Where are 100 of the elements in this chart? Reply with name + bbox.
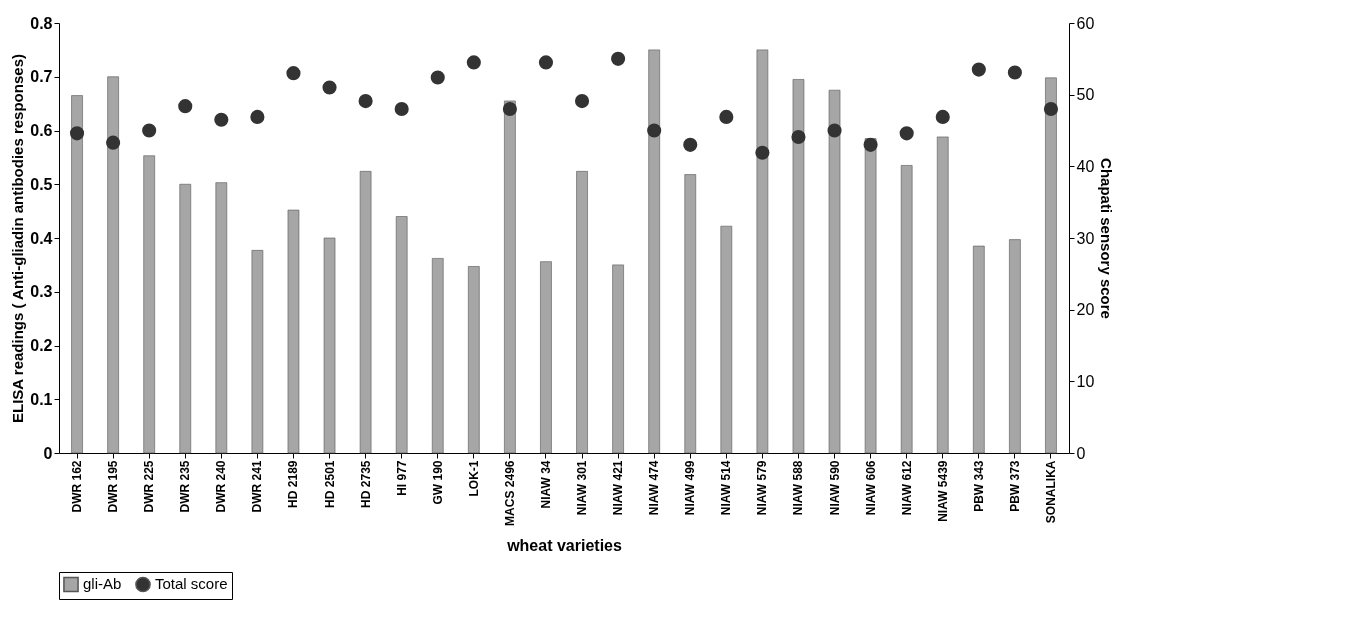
bar [576,171,588,454]
y2-tick-label: 50 [1076,86,1095,104]
x-tick-label: PBW 373 [1007,460,1022,512]
bar [1009,239,1021,454]
point [106,135,121,150]
bar [359,171,372,454]
y2-tick-label: 0 [1076,444,1086,462]
y2-tick-label: 60 [1076,14,1095,32]
point [611,51,626,66]
x-tick-label: NIAW 590 [827,460,842,516]
point [647,123,662,138]
x-tick-label: GW 190 [430,460,445,505]
bar [504,100,516,454]
y-tick-label: 0.1 [30,390,53,408]
y-tick-label: 0.5 [30,175,53,193]
bar [540,261,552,454]
point [719,109,734,124]
y2-tick-label: 20 [1076,301,1095,319]
point [863,137,878,152]
point [142,123,157,138]
y-tick-label: 0.4 [30,229,53,247]
bar [864,138,877,454]
point [935,109,950,124]
x-tick-label: LOK-1 [466,460,481,497]
bar [828,89,841,454]
bar [287,209,300,454]
point [538,55,554,70]
point [574,94,590,109]
point [683,137,698,152]
bar [323,237,336,454]
x-tick-label: HD 2501 [322,460,337,508]
x-tick-label: NIAW 499 [683,460,698,516]
x-tick-label: NIAW 5439 [935,460,950,522]
y2-tick-label: 10 [1076,372,1095,390]
point [899,126,914,141]
point [502,101,517,117]
y-tick-label: 0.6 [30,122,53,139]
y-tick-label: 0.7 [30,68,53,86]
x-tick-label: DWR 235 [178,460,193,513]
x-tick-label: HD 2189 [286,460,301,508]
bar [1045,77,1057,454]
y2-tick-label: 40 [1076,157,1095,175]
point [322,80,337,95]
x-tick-label: NIAW 579 [755,460,770,516]
bar [684,174,697,454]
bar [973,245,985,454]
point [1007,65,1022,80]
bar [792,79,805,454]
x-tick-label: DWR 195 [106,460,121,513]
x-tick-label: HD 2735 [358,460,373,508]
bar [107,76,119,454]
x-tick-label: DWR 240 [214,460,229,513]
x-tick-label: NIAW 514 [719,460,734,516]
bar [179,183,192,454]
point [69,126,85,141]
x-tick-label: DWR 162 [70,460,85,513]
point [358,94,373,109]
point [286,66,301,81]
point [1043,101,1059,117]
point [394,101,409,117]
legend-label: Total score [155,575,228,593]
bar [395,216,408,454]
x-tick-label: HI 977 [394,460,409,496]
x-tick-label: NIAW 606 [863,460,878,516]
bar [900,165,913,454]
point [178,99,193,114]
bar [936,136,949,454]
bar [612,264,624,454]
y-axis-title: ELISA readings ( Anti-gliadin antibodies responses) [9,54,27,423]
bar [648,49,660,454]
x-tick-label: NIAW 588 [791,460,806,516]
x-tick-label: PBW 343 [971,460,986,512]
point [755,145,770,160]
point [214,112,229,127]
point [827,123,842,138]
y2-axis-title: Chapati sensory score [1098,158,1116,319]
x-axis-title: wheat varieties [506,536,622,554]
legend-label: gli-Ab [83,575,122,593]
point [250,109,265,124]
x-tick-label: NIAW 612 [899,460,914,516]
bar [468,266,480,454]
y-tick-label: 0.3 [30,283,53,301]
point [971,62,986,77]
y2-tick-label: 30 [1076,229,1095,247]
bar [251,250,264,454]
point [791,129,806,145]
x-tick-label: DWR 225 [142,460,157,513]
point [466,55,481,70]
bar [431,258,444,454]
x-tick-label: DWR 241 [250,460,265,513]
x-tick-label: NIAW 421 [611,460,626,516]
x-tick-label: NIAW 34 [538,460,553,509]
x-tick-label: NIAW 301 [575,460,590,516]
bar [143,155,155,454]
x-tick-label: NIAW 474 [647,460,662,516]
point [430,70,445,85]
y-tick-label: 0.2 [30,337,53,354]
y-tick-label: 0.8 [30,14,53,32]
bar [720,225,733,454]
bar [215,182,228,454]
